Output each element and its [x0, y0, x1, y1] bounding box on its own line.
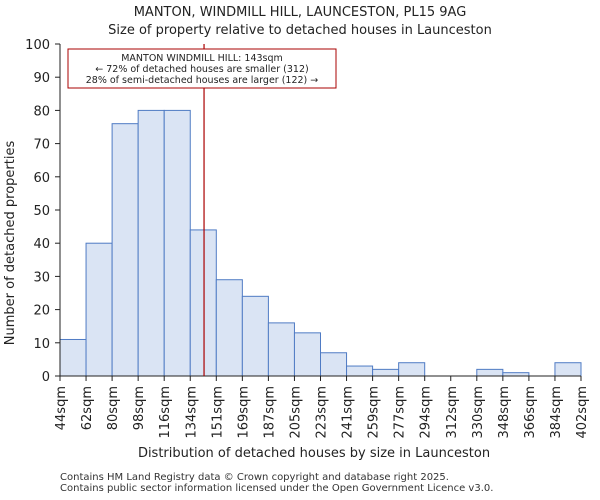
- bar-223sqm: [320, 352, 348, 377]
- x-tick-label: 312sqm: [445, 386, 460, 439]
- x-ticks-group: 44sqm 62sqm 80sqm 98sqm 116sqm 134sqm 151sqm 16…: [54, 376, 590, 439]
- bar-44sqm: [59, 338, 87, 377]
- y-tick-label: 100: [25, 38, 50, 53]
- x-tick-label: 223sqm: [315, 386, 330, 439]
- x-tick-label: 187sqm: [262, 386, 277, 439]
- x-tick-label: 134sqm: [184, 386, 199, 439]
- x-tick-label: 98sqm: [132, 386, 147, 430]
- x-tick-label: 330sqm: [471, 386, 486, 439]
- x-tick-label: 241sqm: [341, 386, 356, 439]
- annotation-line-2: ← 72% of detached houses are smaller (31…: [95, 64, 308, 75]
- annotation-box: MANTON WINDMILL HILL: 143sqm ← 72% of de…: [67, 48, 337, 89]
- bar-259sqm: [372, 368, 400, 377]
- footer-line-1: Contains HM Land Registry data © Crown c…: [60, 472, 449, 483]
- y-tick-label: 20: [33, 304, 50, 319]
- bar-62sqm: [85, 242, 113, 377]
- y-tick-label: 60: [33, 171, 50, 186]
- x-tick-label: 169sqm: [236, 386, 251, 439]
- chart-title: MANTON, WINDMILL HILL, LAUNCESTON, PL15 …: [0, 4, 600, 40]
- x-tick-label: 151sqm: [210, 386, 225, 439]
- footer-line-2: Contains public sector information licen…: [60, 483, 494, 494]
- bar-330sqm: [476, 368, 504, 377]
- y-tick-label: 0: [42, 370, 50, 385]
- y-tick-label: 30: [33, 270, 50, 285]
- footer: Contains HM Land Registry data © Crown c…: [60, 472, 493, 494]
- bar-241sqm: [346, 365, 374, 377]
- x-tick-label: 205sqm: [288, 386, 303, 439]
- x-tick-label: 384sqm: [549, 386, 564, 439]
- bar-chart: 0 10 20 30 40 50 60 70 80 90 100 44sqm 62sqm 80sqm 98…: [3, 38, 590, 461]
- y-tick-label: 90: [33, 71, 50, 86]
- y-tick-label: 80: [33, 104, 50, 119]
- bar-80sqm: [111, 123, 139, 377]
- x-tick-label: 80sqm: [106, 386, 121, 430]
- x-tick-label: 402sqm: [575, 386, 590, 439]
- x-tick-label: 62sqm: [80, 386, 95, 430]
- y-axis-label: Number of detached properties: [3, 141, 18, 346]
- bars-group: [59, 109, 582, 377]
- bar-134sqm: [189, 229, 217, 377]
- bar-277sqm: [398, 362, 426, 377]
- bar-116sqm: [163, 109, 191, 377]
- y-tick-label: 70: [33, 138, 50, 153]
- annotation-frame: [67, 48, 337, 89]
- x-tick-label: 348sqm: [497, 386, 512, 439]
- annotation-line-3: 28% of semi-detached houses are larger (…: [86, 75, 319, 86]
- chart-subtitle: Size of property relative to detached ho…: [108, 23, 492, 38]
- x-tick-label: 259sqm: [367, 386, 382, 439]
- bar-151sqm: [215, 279, 243, 377]
- chart-title-text: MANTON, WINDMILL HILL, LAUNCESTON, PL15 …: [133, 5, 467, 20]
- y-ticks-group: 0 10 20 30 40 50 60 70 80 90 100: [25, 38, 60, 385]
- y-tick-label: 40: [33, 237, 50, 252]
- y-tick-label: 50: [33, 204, 50, 219]
- x-tick-label: 44sqm: [54, 386, 69, 430]
- annotation-line-1: MANTON WINDMILL HILL: 143sqm: [121, 53, 283, 64]
- x-tick-label: 294sqm: [419, 386, 434, 439]
- bar-169sqm: [241, 295, 269, 377]
- x-tick-label: 116sqm: [158, 386, 173, 439]
- bar-384sqm: [554, 362, 582, 377]
- bar-187sqm: [267, 322, 295, 377]
- y-tick-label: 10: [33, 337, 50, 352]
- bar-205sqm: [293, 332, 322, 377]
- bar-98sqm: [137, 109, 165, 377]
- x-tick-label: 366sqm: [523, 386, 538, 439]
- x-tick-label: 277sqm: [393, 386, 408, 439]
- x-axis-label: Distribution of detached houses by size …: [138, 446, 490, 461]
